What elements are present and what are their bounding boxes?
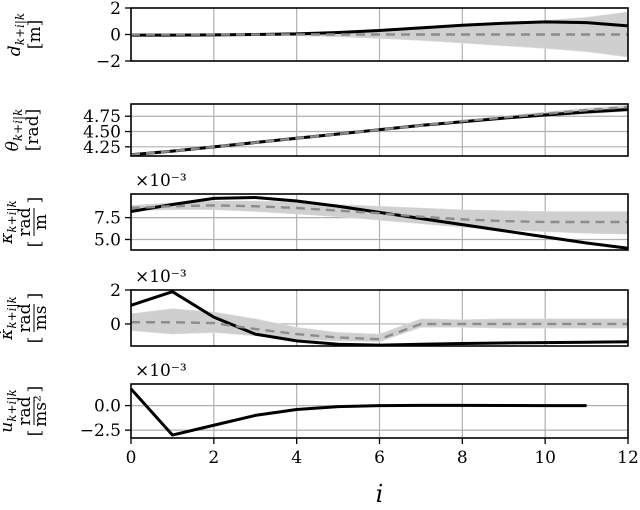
x-tick-label: 4: [291, 448, 302, 468]
x-tick-label: 2: [208, 448, 219, 468]
y-axis-label: θk+i|k[rad]: [3, 109, 43, 152]
y-multiplier: ×10⁻³: [135, 361, 187, 381]
y-tick-label: −2: [96, 52, 121, 72]
y-tick-label: 4.50: [83, 123, 121, 143]
y-tick-label: 5.0: [94, 231, 121, 251]
x-tick-label: 0: [126, 448, 137, 468]
reference-series-line: [130, 105, 629, 156]
y-tick-label: 7.5: [94, 209, 121, 229]
y-label-unit-numerator: rad: [15, 207, 35, 236]
y-tick-label: 0.0: [94, 397, 121, 417]
y-label-bracket-left: [: [25, 337, 45, 344]
y-label-bracket-right: ]: [25, 293, 45, 300]
y-label-unit-denominator: m: [31, 214, 51, 230]
reference-series-line: [130, 204, 628, 224]
y-label-symbol: κ̇k+i|k: [0, 296, 19, 341]
y-label-symbol: dk+i|k: [5, 13, 27, 56]
y-label-symbol: κk+i|k: [0, 200, 19, 245]
y-label-symbol: θk+i|k: [3, 109, 25, 152]
y-label-bracket-right: ]: [25, 197, 45, 204]
y-label-unit-denominator: ms²: [31, 395, 51, 427]
reference-series-line: [131, 321, 628, 341]
x-tick-label: 12: [617, 448, 639, 468]
panel-2: 4.254.504.75 θk+i|k[rad]: [3, 103, 629, 158]
x-tick-label: 6: [374, 448, 385, 468]
y-multiplier: ×10⁻³: [135, 171, 187, 191]
y-label-unit: [m]: [25, 20, 45, 49]
prediction-series-line: [129, 387, 587, 437]
axes-frame: [130, 193, 629, 251]
y-tick-label: −2.5: [80, 421, 121, 441]
y-axis-label: dk+i|k[m]: [5, 13, 45, 56]
y-label-unit-numerator: rad: [15, 303, 35, 332]
y-label-bracket-left: [: [25, 241, 45, 248]
y-label-unit-numerator: rad: [15, 396, 35, 425]
y-tick-label: 4.25: [83, 138, 121, 158]
axes-frame: [130, 289, 629, 347]
axes-frame: [130, 7, 629, 62]
y-label-unit: [rad]: [23, 109, 43, 151]
axes-frame: [130, 103, 629, 157]
x-tick-label: 8: [457, 448, 468, 468]
y-tick-label: 2: [110, 281, 121, 301]
y-tick-label: 0: [110, 26, 121, 46]
x-axis: 0 2 4 6 8 10 12 i: [126, 438, 639, 508]
y-label-bracket-left: [: [25, 430, 45, 437]
panel-1: −2 0 2 dk+i|k[m]: [5, 0, 629, 72]
y-label-symbol: uk+i|k: [0, 389, 19, 432]
y-label-unit-denominator: ms: [31, 306, 51, 331]
y-tick-label: 4.75: [83, 107, 121, 127]
x-tick-label: 10: [534, 448, 556, 468]
y-tick-label: 2: [110, 0, 121, 19]
prediction-series-line: [130, 290, 629, 347]
y-tick-label: 0: [110, 315, 121, 335]
y-multiplier: ×10⁻³: [135, 267, 187, 287]
y-label-bracket-right: ]: [25, 386, 45, 393]
x-axis-label: i: [376, 480, 384, 508]
